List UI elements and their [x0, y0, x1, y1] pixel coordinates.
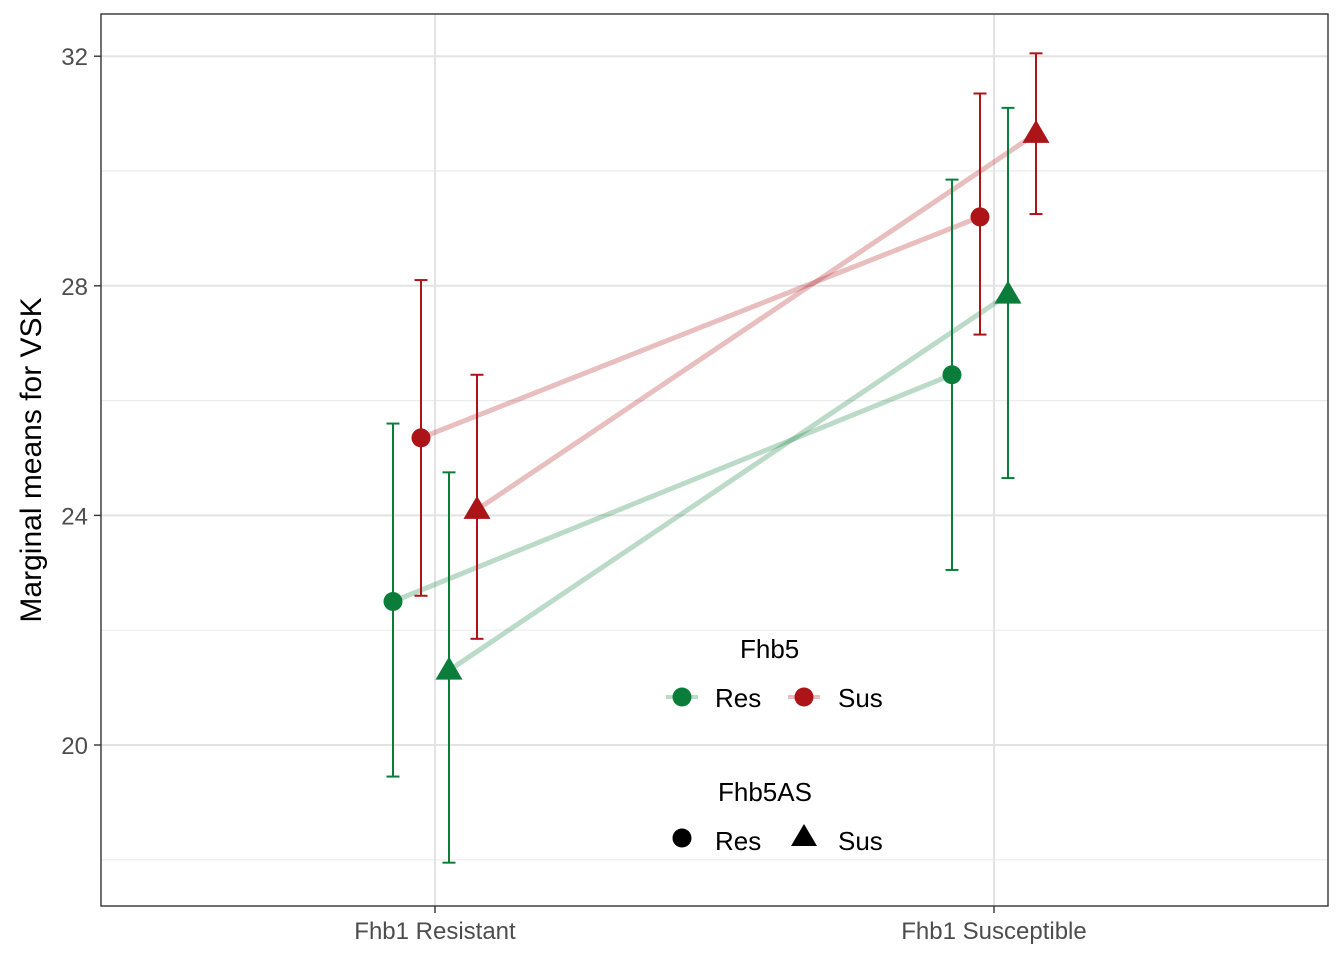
plot-panel-background: [101, 14, 1328, 906]
y-tick-label-20: 20: [61, 733, 88, 760]
point-fhb5-res-fhb5as-sus-0: [435, 656, 463, 680]
legend-key-point-sus: [794, 687, 814, 707]
legend-label-fhb5as-res: Res: [715, 826, 761, 856]
legend-label-fhb5as-sus: Sus: [838, 826, 883, 856]
legend-key-point-res: [672, 687, 692, 707]
connecting-lines: [392, 131, 1038, 673]
legend-color-items: Res Sus: [666, 683, 883, 713]
grid: [101, 14, 1328, 906]
line-fhb5-sus-fhb5as-res: [420, 214, 981, 441]
plot-panel-border: [100, 13, 1329, 907]
point-fhb5-res-fhb5as-res-0: [383, 592, 403, 611]
x-tick-label-1: Fhb1 Susceptible: [901, 918, 1086, 945]
point-fhb5-sus-fhb5as-sus-0: [463, 495, 491, 519]
legend-title-fhb5: Fhb5: [740, 634, 799, 664]
points: [383, 119, 1050, 680]
point-fhb5-res-fhb5as-sus-1: [994, 280, 1022, 304]
legend-shape-items: Res Sus: [672, 824, 883, 856]
legend-key-shape-res: [672, 828, 692, 848]
y-tick-label-24: 24: [61, 503, 88, 530]
x-tick-label-0: Fhb1 Resistant: [354, 918, 516, 945]
y-axis-title: Marginal means for VSK: [15, 297, 48, 622]
point-fhb5-res-fhb5as-res-1: [942, 365, 962, 385]
legend-label-fhb5-sus: Sus: [838, 683, 883, 713]
line-fhb5-res-fhb5as-res: [392, 372, 953, 604]
legend-label-fhb5-res: Res: [715, 683, 761, 713]
legend: Fhb5 Res Sus Fhb5AS Res Sus: [666, 634, 883, 856]
point-fhb5-sus-fhb5as-res-1: [970, 207, 990, 227]
point-fhb5-sus-fhb5as-res-0: [411, 428, 431, 448]
y-tick-label-32: 32: [61, 44, 88, 71]
line-fhb5-res-fhb5as-sus: [447, 292, 1010, 673]
legend-title-fhb5as: Fhb5AS: [718, 777, 812, 807]
legend-key-shape-sus: [791, 824, 817, 846]
axes: 20 24 28 32 Fhb1 Resistant Fhb1 Susceptible: [61, 44, 1086, 945]
y-tick-label-28: 28: [61, 274, 88, 301]
line-fhb5-sus-fhb5as-sus: [475, 131, 1038, 512]
point-fhb5-sus-fhb5as-sus-1: [1022, 119, 1050, 143]
